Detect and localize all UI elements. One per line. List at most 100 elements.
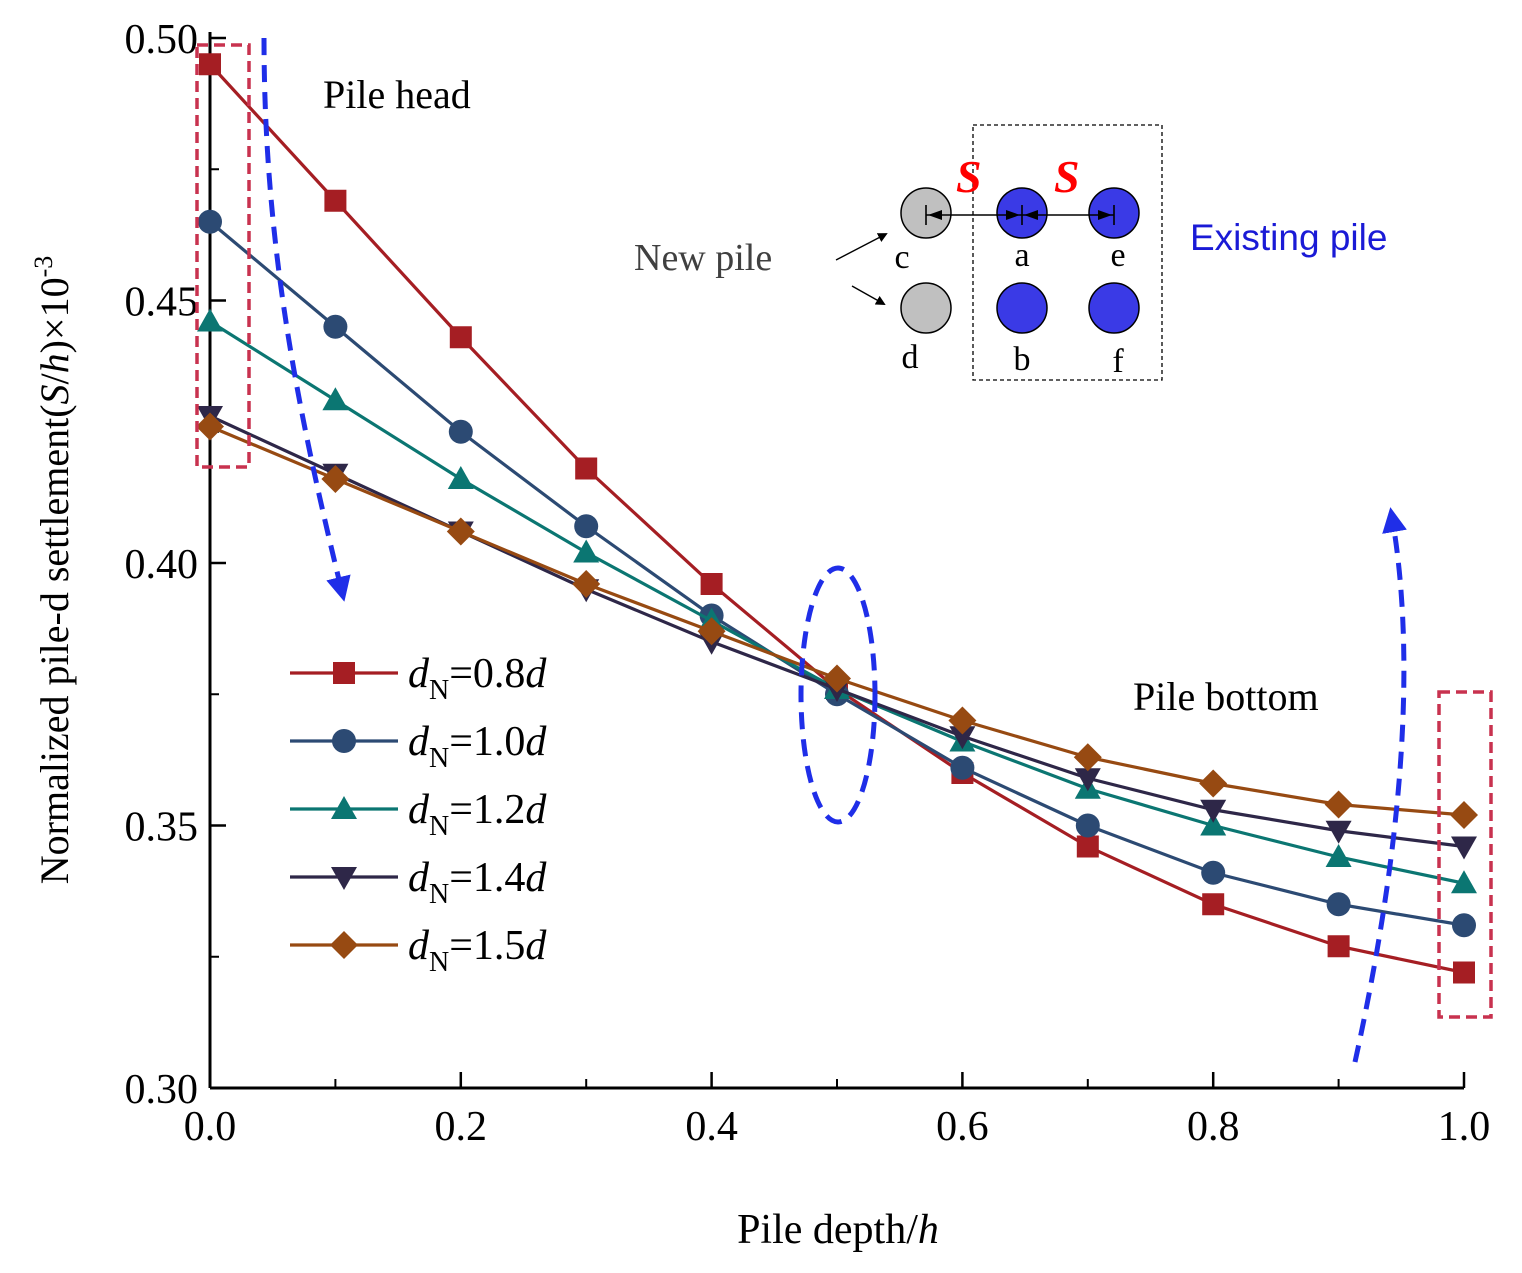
- existing-pile-label: Existing pile: [1190, 217, 1387, 258]
- bottom-trend-arrow: [1352, 507, 1407, 1063]
- y-tick-label: 0.30: [125, 1067, 199, 1113]
- spacing-label-1: S: [956, 151, 982, 202]
- pile-label-c: c: [894, 239, 909, 276]
- series-layer: [196, 53, 1478, 984]
- data-point: [198, 209, 222, 234]
- x-tick-label: 0.4: [685, 1104, 738, 1150]
- x-tick-label: 1.0: [1438, 1104, 1491, 1150]
- data-point: [1325, 844, 1352, 867]
- x-tick-label: 0.2: [435, 1104, 488, 1150]
- series-1: [198, 209, 1476, 938]
- data-point: [823, 664, 851, 693]
- intersection-ellipse: [798, 565, 878, 825]
- pile-head-highlight-box: [195, 43, 251, 469]
- data-point: [321, 465, 350, 493]
- data-point: [573, 539, 600, 563]
- legend-marker: [333, 662, 355, 684]
- data-point: [572, 570, 601, 598]
- dim-arrow-a-right: [1024, 210, 1038, 220]
- data-point: [1327, 935, 1350, 958]
- new-pile-pointer-2: [851, 285, 886, 305]
- series-line: [209, 320, 1465, 885]
- legend-item: dN=1.2d: [290, 787, 547, 842]
- pile-layout-inset: S S c a e d b f New pile Existing pile: [634, 124, 1387, 381]
- data-point: [322, 387, 349, 411]
- data-point: [446, 517, 475, 546]
- data-point: [447, 466, 474, 489]
- data-point: [950, 755, 975, 780]
- pile-label-f: f: [1112, 343, 1124, 380]
- legend-item: dN=1.4d: [290, 855, 547, 910]
- x-axis-label: Pile depth/h: [737, 1207, 939, 1253]
- x-tick-label: 0.6: [936, 1104, 989, 1150]
- pile-label-a: a: [1014, 237, 1029, 274]
- series-2: [197, 308, 1477, 894]
- series-line: [208, 63, 1465, 975]
- legend-item: dN=0.8d: [290, 651, 547, 706]
- data-point: [1199, 769, 1228, 798]
- data-point: [948, 706, 977, 735]
- data-point: [1324, 790, 1353, 819]
- legend-label: dN=1.2d: [408, 787, 547, 842]
- pile-label-e: e: [1110, 237, 1125, 274]
- data-point: [1451, 870, 1477, 894]
- series-line: [209, 414, 1465, 849]
- series-4: [196, 412, 1478, 829]
- pile-bottom-label: Pile bottom: [1133, 674, 1319, 719]
- legend-marker: [332, 729, 356, 753]
- legend-label: dN=1.0d: [408, 719, 547, 774]
- data-point: [199, 53, 221, 76]
- existing-pile-group-box: [972, 124, 1163, 381]
- data-point: [1451, 836, 1477, 860]
- pile-label-b: b: [1014, 341, 1031, 378]
- y-tick-label: 0.40: [125, 542, 199, 588]
- data-point: [448, 419, 473, 444]
- data-point: [1200, 799, 1227, 823]
- y-tick-label: 0.35: [125, 805, 199, 851]
- y-tick-label: 0.50: [125, 17, 199, 63]
- spacing-label-2: S: [1054, 151, 1080, 202]
- data-point: [197, 308, 223, 332]
- legend-item: dN=1.0d: [290, 719, 547, 774]
- tick-labels: 0.0 0.2 0.4 0.6 0.8 1.0 0.30 0.35 0.40 0.45 0.50: [125, 17, 1491, 1150]
- series-0: [199, 53, 1475, 984]
- dim-arrow-c-right: [928, 210, 942, 220]
- pile-d: [900, 282, 952, 334]
- legend-marker: [330, 931, 358, 959]
- legend-label: dN=1.5d: [408, 923, 547, 978]
- legend-item: dN=1.5d: [290, 923, 547, 978]
- data-point: [1325, 820, 1352, 844]
- pile-f: [1088, 282, 1140, 334]
- data-point: [1450, 801, 1478, 829]
- data-point: [1200, 812, 1227, 836]
- legend-label: dN=1.4d: [408, 855, 547, 910]
- new-pile-pointer-1: [835, 233, 888, 261]
- data-point: [1202, 893, 1225, 916]
- data-point: [323, 314, 348, 339]
- legend-label: dN=0.8d: [408, 651, 547, 706]
- data-point: [1074, 768, 1101, 792]
- data-point: [1076, 835, 1099, 858]
- pile-head-label: Pile head: [323, 72, 471, 117]
- legend-marker: [331, 796, 357, 819]
- new-pile-label: New pile: [634, 237, 772, 279]
- data-point: [1326, 892, 1351, 917]
- legend-marker: [331, 867, 357, 890]
- y-tick-label: 0.45: [125, 280, 199, 326]
- y-axis-label: Normalized pile-d settlement(S/h)×10-3: [29, 256, 77, 885]
- series-line: [209, 425, 1465, 817]
- series-3: [197, 406, 1477, 860]
- data-point: [1073, 743, 1102, 772]
- data-point: [1201, 860, 1226, 885]
- data-point: [324, 189, 347, 212]
- legend: dN=0.8d dN=1.0d dN=1.2d dN=1.4d dN=1.5d: [290, 651, 547, 978]
- dim-arrow-a-left: [1006, 210, 1020, 220]
- pile-label-d: d: [902, 339, 919, 376]
- dim-arrow-e-left: [1098, 210, 1112, 220]
- pile-bottom-highlight-box: [1437, 690, 1493, 1019]
- data-point: [1453, 961, 1475, 984]
- data-point: [697, 617, 726, 646]
- head-trend-arrow: [261, 37, 351, 602]
- data-point: [700, 573, 723, 595]
